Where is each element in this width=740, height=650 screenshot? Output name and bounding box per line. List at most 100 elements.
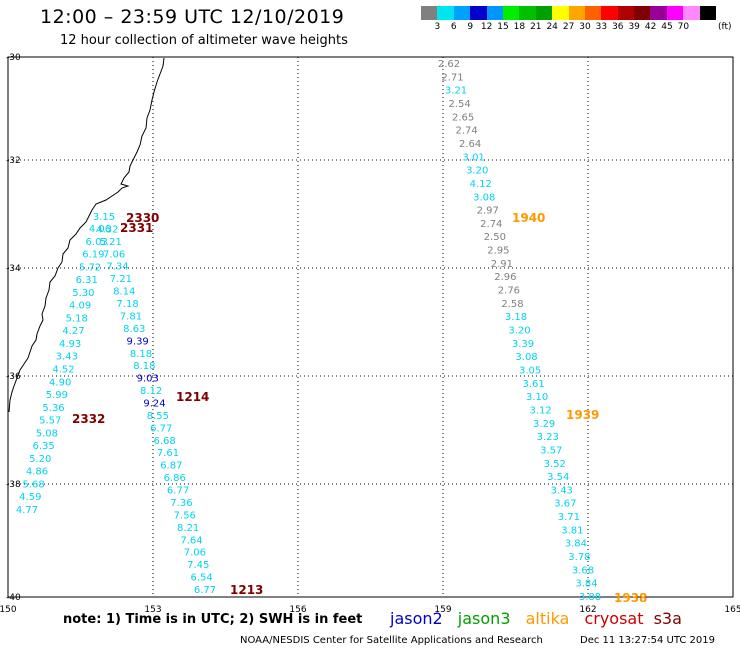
swh-value-east: 2.74 <box>480 219 502 230</box>
swh-value-west-inner: 6.19 <box>82 250 104 261</box>
colorbar-tick-label: 12 <box>480 22 493 32</box>
legend-cryosat: cryosat <box>584 609 644 628</box>
swh-value-east: 3.12 <box>530 405 552 416</box>
swh-value-west-outer: 8.14 <box>113 287 135 298</box>
swh-value-west-outer: 7.18 <box>116 299 138 310</box>
colorbar-swatch <box>519 6 536 20</box>
colorbar-tick-label: 42 <box>644 22 657 32</box>
swh-value-east: 3.01 <box>463 152 485 163</box>
swh-value-east: 3.23 <box>537 432 559 443</box>
swh-value-west-outer: 8.55 <box>147 411 169 422</box>
colorbar-unit: (ft) <box>718 22 732 32</box>
swh-value-east: 2.64 <box>459 139 481 150</box>
swh-value-east: 2.71 <box>441 72 463 83</box>
colorbar-tick-label: 3 <box>434 22 441 32</box>
colorbar-tick-label: 24 <box>546 22 558 32</box>
colorbar-tick-label: 30 <box>579 22 591 32</box>
swh-value-west-outer: 3.15 <box>93 212 115 223</box>
swh-value-east: 2.54 <box>448 99 470 110</box>
lat-label: -38 <box>6 480 21 490</box>
pass-time: 1214 <box>176 390 209 404</box>
lat-label: -36 <box>6 372 21 382</box>
swh-value-east: 3.29 <box>533 419 555 430</box>
colorbar-tick-label: 18 <box>513 22 526 32</box>
footnote: note: 1) Time is in UTC; 2) SWH is in fe… <box>63 612 363 627</box>
swh-value-east: 3.61 <box>522 379 544 390</box>
map-title: 12:00 – 23:59 UTC 12/10/2019 <box>40 6 345 28</box>
lon-label: 159 <box>434 605 451 615</box>
pass-time: 1938 <box>614 591 647 605</box>
swh-value-east: 2.97 <box>477 206 499 217</box>
timestamp-footer: Dec 11 13:27:54 UTC 2019 <box>580 635 715 646</box>
map-frame <box>7 56 734 598</box>
swh-value-west-inner: 4.27 <box>62 326 84 337</box>
swh-value-west-inner: 4.90 <box>49 377 71 388</box>
swh-value-east: 3.54 <box>547 472 569 483</box>
swh-value-west-inner: 4.09 <box>69 301 91 312</box>
lat-label: -30 <box>6 53 21 63</box>
colorbar-tick-label: 70 <box>677 22 690 32</box>
colorbar-swatch <box>584 6 602 20</box>
swh-value-east: 3.10 <box>526 392 548 403</box>
swh-value-west-inner: 4.52 <box>52 365 74 376</box>
wave-height-tracks: 3.154.325.217.067.347.218.147.187.818.63… <box>16 59 601 603</box>
swh-value-east: 3.71 <box>558 512 580 523</box>
lat-label: -34 <box>6 264 21 274</box>
swh-value-east: 4.12 <box>470 179 492 190</box>
swh-value-west-inner: 6.31 <box>76 275 98 286</box>
swh-value-east: 3.18 <box>505 312 527 323</box>
swh-value-east: 3.20 <box>466 166 488 177</box>
lat-label: -32 <box>6 156 21 166</box>
map-subtitle: 12 hour collection of altimeter wave hei… <box>60 33 348 48</box>
swh-value-west-inner: 5.72 <box>79 262 101 273</box>
swh-value-east: 3.21 <box>445 86 467 97</box>
colorbar-tick-label: 15 <box>497 22 509 32</box>
colorbar-labels: 3 6 9 12 15 18 21 24 27 30 33 36 39 42 45 70 <box>421 22 740 36</box>
credit-footer: NOAA/NESDIS Center for Satellite Applica… <box>240 635 543 646</box>
colorbar-swatch <box>421 6 438 20</box>
swh-value-west-outer: 8.18 <box>130 349 152 360</box>
swh-value-west-outer: 7.45 <box>187 560 209 571</box>
legend-jason3: jason3 <box>457 609 511 628</box>
swh-value-west-inner: 5.20 <box>29 454 51 465</box>
australia-coastline <box>8 57 165 413</box>
swh-value-west-outer: 6.77 <box>194 585 216 596</box>
colorbar-swatch <box>453 6 471 20</box>
swh-value-east: 3.78 <box>568 552 590 563</box>
colorbar-swatch <box>470 6 487 20</box>
pass-time: 2332 <box>72 412 105 426</box>
colorbar-swatch <box>650 6 667 20</box>
swh-value-west-outer: 8.63 <box>123 324 145 335</box>
swh-value-west-inner: 4.59 <box>19 492 41 503</box>
swh-value-west-outer: 8.21 <box>177 523 199 534</box>
colorbar-swatch <box>535 6 553 20</box>
swh-value-east: 3.39 <box>512 339 534 350</box>
legend-s3a: s3a <box>653 609 682 628</box>
swh-value-west-outer: 7.06 <box>103 249 125 260</box>
swh-value-west-inner: 5.68 <box>23 479 45 490</box>
satellite-legend: jason2 jason3 altika cryosat s3a <box>390 609 692 628</box>
lon-label: 162 <box>579 605 596 615</box>
swh-value-west-outer: 6.77 <box>167 486 189 497</box>
legend-jason2: jason2 <box>390 609 443 628</box>
swh-value-west-outer: 7.64 <box>180 535 202 546</box>
colorbar-swatch <box>486 6 503 20</box>
colorbar-tick-label: 9 <box>467 22 474 32</box>
lat-label: -40 <box>6 593 21 603</box>
swh-value-east: 3.57 <box>540 445 562 456</box>
swh-value-west-outer: 7.36 <box>170 498 192 509</box>
lon-label: 150 <box>0 605 17 615</box>
swh-value-east: 3.81 <box>561 525 583 536</box>
pass-time: 2330 <box>126 211 159 225</box>
swh-value-west-inner: 5.57 <box>39 416 61 427</box>
colorbar-swatch <box>568 6 585 20</box>
colorbar-swatch <box>699 6 717 20</box>
colorbar-swatch <box>552 6 569 20</box>
pass-time: 1940 <box>512 211 545 225</box>
swh-value-west-outer: 6.54 <box>191 573 213 584</box>
swh-value-east: 2.50 <box>484 232 506 243</box>
swh-value-west-inner: 5.18 <box>66 313 88 324</box>
swh-value-west-outer: 6.68 <box>153 436 175 447</box>
swh-value-west-inner: 5.36 <box>42 403 64 414</box>
swh-value-east: 2.62 <box>438 59 460 70</box>
